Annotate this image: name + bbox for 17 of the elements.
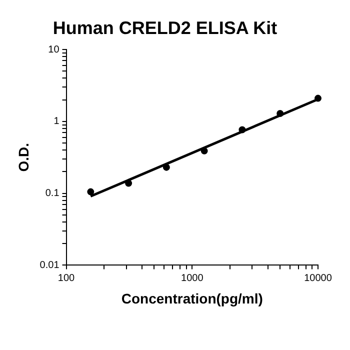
point	[87, 188, 94, 196]
y-tick-label: 10	[48, 44, 60, 56]
y-tick-label: 0.01	[40, 260, 60, 271]
chart-title: Human CRELD2 ELISA Kit	[52, 18, 278, 38]
point	[200, 147, 208, 154]
point	[238, 126, 246, 134]
x-tick-label: 1000	[181, 272, 204, 284]
point	[276, 110, 284, 118]
y-tick-label: 0.1	[45, 188, 60, 200]
y-tick-label: 1	[54, 116, 60, 128]
x-axis-title: Concentration(pg/ml)	[121, 290, 263, 306]
x-tick-label: 100	[58, 272, 76, 284]
point	[314, 94, 322, 102]
y-axis-title: O.D.	[15, 143, 32, 172]
point	[125, 180, 132, 187]
x-tick-label: 10000	[304, 272, 332, 284]
point	[162, 164, 170, 171]
